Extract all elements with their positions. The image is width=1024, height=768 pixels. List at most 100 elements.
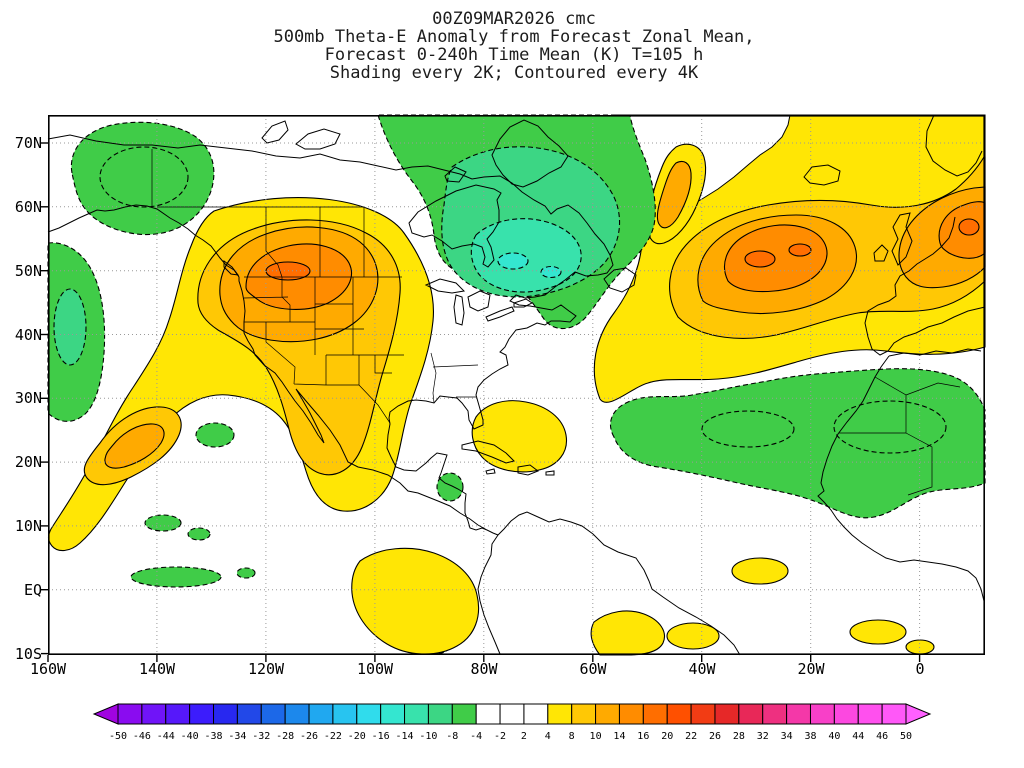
anomaly-neg-equator-dot	[236, 567, 256, 579]
anomaly-neg-baja-oval	[195, 422, 235, 448]
colorbar-tick-label: -16	[372, 731, 390, 742]
colorbar-tick-label: 14	[613, 731, 625, 742]
colorbar-tick-label: 34	[781, 731, 793, 742]
anomaly-pos-tropics-yellow-a	[590, 610, 665, 656]
colorbar-cell	[165, 703, 191, 725]
colorbar-tick-label: 26	[709, 731, 721, 742]
anomaly-neg-alaska-green	[70, 121, 215, 236]
africa-country-borders	[839, 376, 961, 496]
us-canada-state-borders	[151, 149, 479, 424]
lat-tick-label: 10S	[14, 645, 42, 663]
anomaly-pos-atlantic-core-b	[788, 243, 812, 257]
colorbar-cell	[332, 703, 358, 725]
colorbar-cell	[595, 703, 620, 725]
anomaly-neg-pair-b	[187, 527, 211, 541]
lat-tick-label: 20N	[14, 453, 42, 471]
colorbar-cell	[475, 703, 501, 725]
title-block: 00Z09MAR2026 cmc 500mb Theta-E Anomaly f…	[44, 10, 984, 82]
colorbar-cell	[141, 703, 167, 725]
colorbar-tick-label: -34	[228, 731, 246, 742]
colorbar-cell	[642, 703, 668, 725]
colorbar-cell	[857, 703, 883, 725]
anomaly-neg-pacific-strip-core	[53, 288, 87, 366]
gridlines	[48, 115, 985, 655]
colorbar-tick-label: -44	[157, 731, 175, 742]
lat-tick-label: 10N	[14, 517, 42, 535]
lon-tick-label: 20W	[797, 660, 825, 678]
colorbar-cell	[499, 703, 525, 725]
lat-tick-label: 30N	[14, 389, 42, 407]
colorbar-cell	[690, 703, 716, 725]
colorbar-left-arrow	[92, 703, 119, 725]
anomaly-neg-equator-strip	[130, 566, 222, 588]
colorbar-cell	[762, 703, 788, 725]
colorbar-cell	[213, 703, 238, 725]
islands-lakes-coastline	[223, 119, 913, 476]
colorbar-tick-label: 2	[521, 731, 527, 742]
anomaly-pos-atlantic-deep	[724, 224, 828, 293]
colorbar-tick-label: -46	[133, 731, 151, 742]
lon-tick-label: 80W	[470, 660, 498, 678]
colorbar-cell	[666, 703, 692, 725]
lon-tick-label: 160W	[29, 660, 67, 678]
anomaly-neg-pair-a	[144, 514, 182, 532]
anomaly-shading	[47, 114, 986, 656]
colorbar-tick-label: -14	[396, 731, 414, 742]
colorbar-tick-label: 8	[569, 731, 575, 742]
contour-africa-inner	[833, 400, 947, 454]
colorbar-tick-label: 50	[900, 731, 912, 742]
colorbar-cell	[284, 703, 310, 725]
colorbar-tick-label: 32	[757, 731, 769, 742]
anomaly-pos-midatlantic-yellow	[731, 557, 789, 585]
lon-tick-label: 120W	[247, 660, 285, 678]
anomaly-pos-africa-coast-yellow-a	[849, 619, 907, 645]
colorbar-tick-label: -28	[276, 731, 294, 742]
colorbar-cell	[881, 703, 907, 725]
anomaly-pos-tropics-yellow-b	[666, 622, 720, 650]
colorbar-cell	[738, 703, 764, 725]
colorbar-tick-label: 46	[876, 731, 888, 742]
colorbar-tick-label: -20	[348, 731, 366, 742]
colorbar-cell	[308, 703, 334, 725]
anomaly-pos-atlantic-core-a	[744, 250, 776, 268]
anomaly-pos-tail-orange	[104, 423, 165, 469]
colorbar-tick-label: 4	[545, 731, 551, 742]
coastlines	[47, 114, 986, 656]
colorbar-tick-label: 44	[852, 731, 864, 742]
colorbar-tick-label: -8	[446, 731, 458, 742]
colorbar-cell	[380, 703, 406, 725]
colorbar-tick-label: -10	[419, 731, 437, 742]
lon-tick-label: 60W	[579, 660, 607, 678]
colorbar-right-arrow	[905, 703, 932, 725]
colorbar-cell	[451, 703, 477, 725]
colorbar-tick-label: -50	[109, 731, 127, 742]
anomaly-neg-canada-cyan-b	[540, 265, 562, 279]
colorbar-tick-label: 38	[804, 731, 816, 742]
anomaly-pos-southamerica-yellow	[351, 547, 480, 655]
colorbar-tick-label: 16	[637, 731, 649, 742]
lat-tick-label: EQ	[23, 581, 42, 599]
colorbar-cell	[833, 703, 859, 725]
political-borders	[151, 149, 961, 496]
title-variable-line: 500mb Theta-E Anomaly from Forecast Zona…	[273, 27, 755, 47]
lon-tick-label: 100W	[356, 660, 394, 678]
colorbar-cell	[809, 703, 835, 725]
lat-tick-label: 40N	[14, 326, 42, 344]
lat-tick-label: 60N	[14, 198, 42, 216]
contour-alaska-inner	[99, 146, 189, 208]
anomaly-neg-guatemala-spot	[436, 472, 464, 502]
north-south-america-coastline	[47, 134, 741, 656]
title-forecast-line: Forecast 0-240h Time Mean (K) T=105 h	[324, 45, 704, 65]
extra-contours	[99, 146, 947, 454]
colorbar-cell	[786, 703, 811, 725]
colorbar-tick-label: -22	[324, 731, 342, 742]
colorbar-tick-label: -26	[300, 731, 318, 742]
colorbar-tick-label: 22	[685, 731, 697, 742]
colorbar-cell	[117, 703, 143, 725]
anomaly-pos-greenland-orange	[656, 160, 692, 229]
lon-tick-label: 140W	[138, 660, 176, 678]
colorbar-cell	[427, 703, 453, 725]
colorbar-cell	[236, 703, 262, 725]
contour-midatlantic-inner	[701, 410, 795, 448]
colorbar-cell	[571, 703, 597, 725]
